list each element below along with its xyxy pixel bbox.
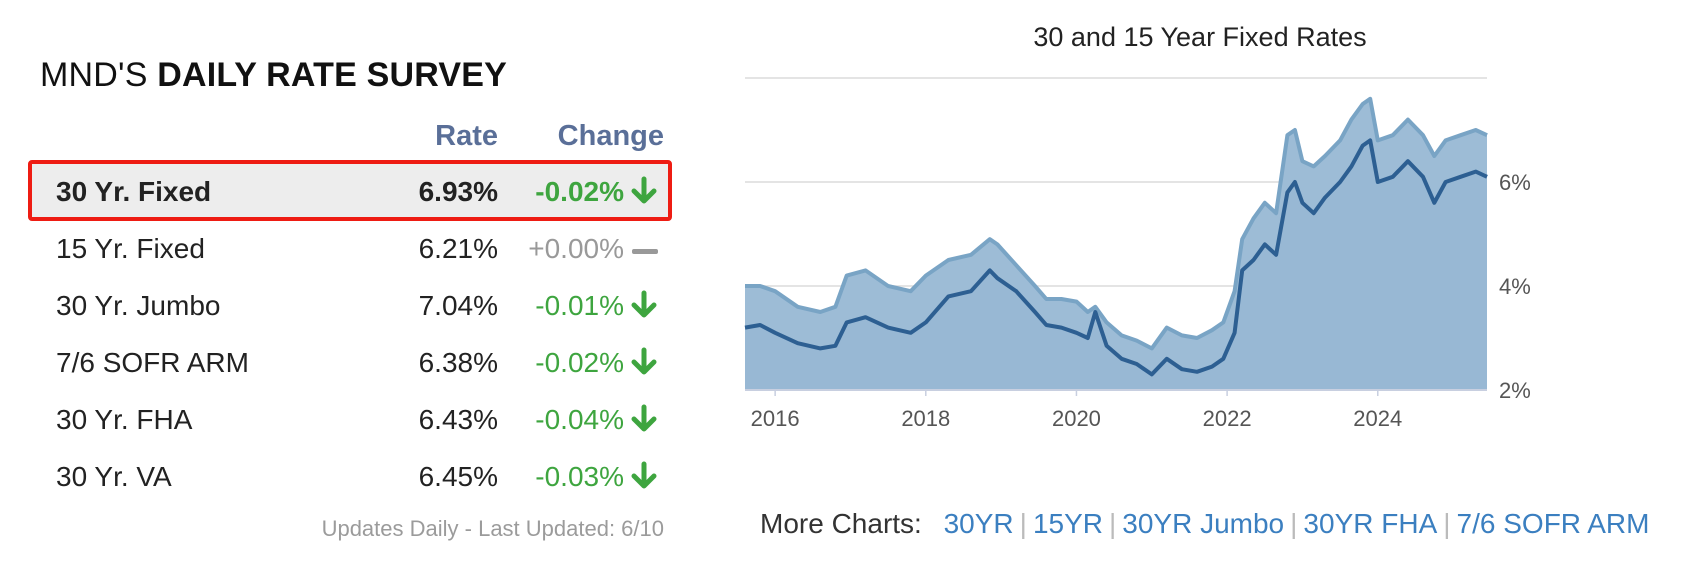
- rate-row[interactable]: 30 Yr. FHA 6.43% -0.04%: [30, 390, 670, 447]
- product-name: 15 Yr. Fixed: [56, 233, 205, 264]
- y-tick-label: 2%: [1499, 378, 1531, 403]
- rate-row[interactable]: 7/6 SOFR ARM 6.38% -0.02%: [30, 333, 670, 390]
- product-name: 30 Yr. VA: [56, 461, 172, 492]
- rate-column-header: Rate: [435, 120, 498, 152]
- change-column-header: Change: [557, 120, 664, 152]
- product-change: +0.00%: [528, 233, 624, 264]
- arrow-down-icon: [630, 347, 658, 377]
- series-line-1: [745, 96, 1488, 351]
- product-change: -0.02%: [535, 347, 624, 378]
- more-charts-label: More Charts:: [760, 508, 922, 539]
- x-tick-label: 2018: [901, 406, 950, 431]
- product-rate: 6.21%: [418, 233, 498, 264]
- product-name: 30 Yr. Fixed: [56, 176, 212, 207]
- chart-axes: 2% 4% 6% 2016 2018 2020 2022 2024: [745, 170, 1531, 431]
- more-charts-link-30yr[interactable]: 30YR: [943, 508, 1014, 539]
- x-tick-label: 2024: [1353, 406, 1402, 431]
- more-charts: More Charts: 30YR | 15YR | 30YR Jumbo | 30YR F…: [760, 508, 1649, 540]
- link-separator: |: [1290, 508, 1298, 539]
- chart-title: 30 and 15 Year Fixed Rates: [1033, 22, 1367, 52]
- more-charts-link-15yr[interactable]: 15YR: [1032, 508, 1103, 539]
- product-rate: 6.93%: [418, 176, 498, 207]
- x-tick-label: 2020: [1052, 406, 1101, 431]
- product-change: -0.03%: [535, 461, 624, 492]
- product-rate: 6.38%: [418, 347, 498, 378]
- survey-title: MND'S DAILY RATE SURVEY: [40, 56, 507, 95]
- arrow-down-icon: [630, 404, 658, 434]
- more-charts-link-30yr-jumbo[interactable]: 30YR Jumbo: [1122, 508, 1285, 539]
- last-updated-note: Updates Daily - Last Updated: 6/10: [321, 516, 664, 541]
- survey-title-prefix: MND'S: [40, 56, 148, 94]
- y-tick-label: 4%: [1499, 274, 1531, 299]
- rate-row[interactable]: 15 Yr. Fixed 6.21% +0.00%: [30, 219, 670, 276]
- more-charts-link-sofr-arm[interactable]: 7/6 SOFR ARM: [1456, 508, 1650, 539]
- x-tick-label: 2016: [751, 406, 800, 431]
- rate-table: 30 Yr. Fixed 6.93% -0.02% 15 Yr. Fixed 6…: [28, 160, 672, 504]
- survey-title-bold: DAILY RATE SURVEY: [157, 56, 508, 94]
- product-rate: 6.45%: [418, 461, 498, 492]
- chart-lines: [744, 96, 1488, 377]
- product-name: 30 Yr. Jumbo: [56, 290, 221, 321]
- product-change: -0.01%: [535, 290, 624, 321]
- rate-row[interactable]: 30 Yr. VA 6.45% -0.03%: [30, 447, 670, 504]
- rate-row[interactable]: 30 Yr. Fixed 6.93% -0.02%: [28, 160, 672, 221]
- product-rate: 6.43%: [418, 404, 498, 435]
- x-tick-label: 2022: [1203, 406, 1252, 431]
- product-name: 30 Yr. FHA: [56, 404, 193, 435]
- rate-row[interactable]: 30 Yr. Jumbo 7.04% -0.01%: [30, 276, 670, 333]
- arrow-down-icon: [630, 290, 658, 320]
- product-change: -0.02%: [535, 176, 624, 207]
- product-name: 7/6 SOFR ARM: [56, 347, 249, 378]
- link-separator: |: [1108, 508, 1117, 539]
- link-separator: |: [1443, 508, 1451, 539]
- chart-areas: [745, 98, 1487, 391]
- rate-history-chart: 2% 4% 6% 2016 2018 2020 2022 2024: [744, 77, 1531, 431]
- dash-icon: [632, 249, 658, 254]
- product-rate: 7.04%: [418, 290, 498, 321]
- series-line-2: [744, 138, 1488, 377]
- more-charts-link-30yr-fha[interactable]: 30YR FHA: [1303, 508, 1438, 539]
- product-change: -0.04%: [535, 404, 624, 435]
- arrow-down-icon: [630, 461, 658, 491]
- y-tick-label: 6%: [1499, 170, 1531, 195]
- link-separator: |: [1019, 508, 1027, 539]
- arrow-down-icon: [630, 176, 658, 206]
